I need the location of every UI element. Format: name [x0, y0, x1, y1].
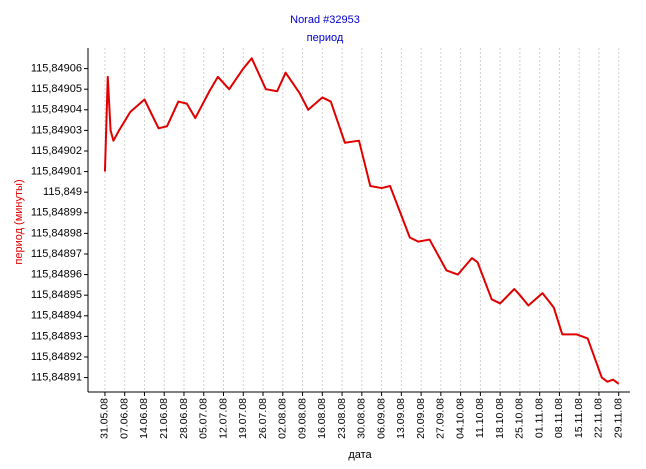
- x-tick-label: 19.07.08: [237, 398, 249, 439]
- x-tick-label: 12.07.08: [217, 398, 229, 439]
- y-tick-label: 115,84905: [31, 83, 82, 95]
- x-tick-label: 20.09.08: [415, 398, 427, 439]
- y-axis-label: период (минуты): [13, 179, 25, 264]
- x-tick-label: 09.08.08: [296, 398, 308, 439]
- x-tick-label: 05.07.08: [198, 398, 210, 439]
- x-tick-label: 06.09.08: [375, 398, 387, 439]
- y-tick-label: 115,84904: [31, 104, 82, 116]
- x-tick-label: 21.06.08: [158, 398, 170, 439]
- y-tick-label: 115,84896: [31, 268, 82, 280]
- x-tick-label: 29.11.08: [612, 398, 624, 438]
- x-tick-label: 14.06.08: [138, 398, 150, 439]
- x-tick-label: 02.08.08: [277, 398, 289, 439]
- x-tick-label: 04.10.08: [454, 398, 466, 439]
- y-tick-label: 115,84899: [31, 207, 82, 219]
- y-tick-label: 115,849: [43, 186, 82, 198]
- x-tick-label: 31.05.08: [99, 398, 111, 439]
- y-tick-label: 115,84901: [31, 165, 82, 177]
- data-line: [103, 57, 620, 385]
- x-tick-label: 07.06.08: [118, 398, 130, 439]
- x-tick-label: 08.11.08: [553, 398, 565, 438]
- y-tick-label: 115,84895: [31, 289, 82, 301]
- x-tick-label: 18.10.08: [494, 398, 506, 439]
- x-tick-label: 16.08.08: [316, 398, 328, 439]
- x-tick-label: 28.06.08: [178, 398, 190, 439]
- x-tick-label: 27.09.08: [435, 398, 447, 439]
- y-tick-label: 115,84903: [31, 124, 82, 136]
- y-tick-label: 115,84894: [31, 310, 82, 322]
- chart-subtitle: период: [307, 32, 344, 44]
- x-tick-label: 13.09.08: [395, 398, 407, 439]
- x-tick-label: 30.08.08: [356, 398, 368, 439]
- x-tick-label: 15.11.08: [573, 398, 585, 438]
- chart-title: Norad #32953: [290, 14, 360, 26]
- x-tick-label: 22.11.08: [593, 398, 605, 438]
- y-tick-label: 115,84898: [31, 227, 82, 239]
- x-tick-label: 01.11.08: [533, 398, 545, 438]
- x-axis-label: дата: [348, 449, 372, 461]
- x-tick-label: 11.10.08: [474, 398, 486, 438]
- x-tick-label: 23.08.08: [336, 398, 348, 439]
- y-tick-label: 115,84897: [31, 248, 82, 260]
- y-tick-label: 115,84893: [31, 330, 82, 342]
- y-tick-label: 115,84892: [31, 351, 82, 363]
- y-tick-label: 115,84891: [31, 371, 82, 383]
- y-tick-label: 115,84906: [31, 63, 82, 75]
- y-tick-label: 115,84902: [31, 145, 82, 157]
- x-tick-label: 25.10.08: [514, 398, 526, 439]
- x-tick-label: 26.07.08: [257, 398, 269, 439]
